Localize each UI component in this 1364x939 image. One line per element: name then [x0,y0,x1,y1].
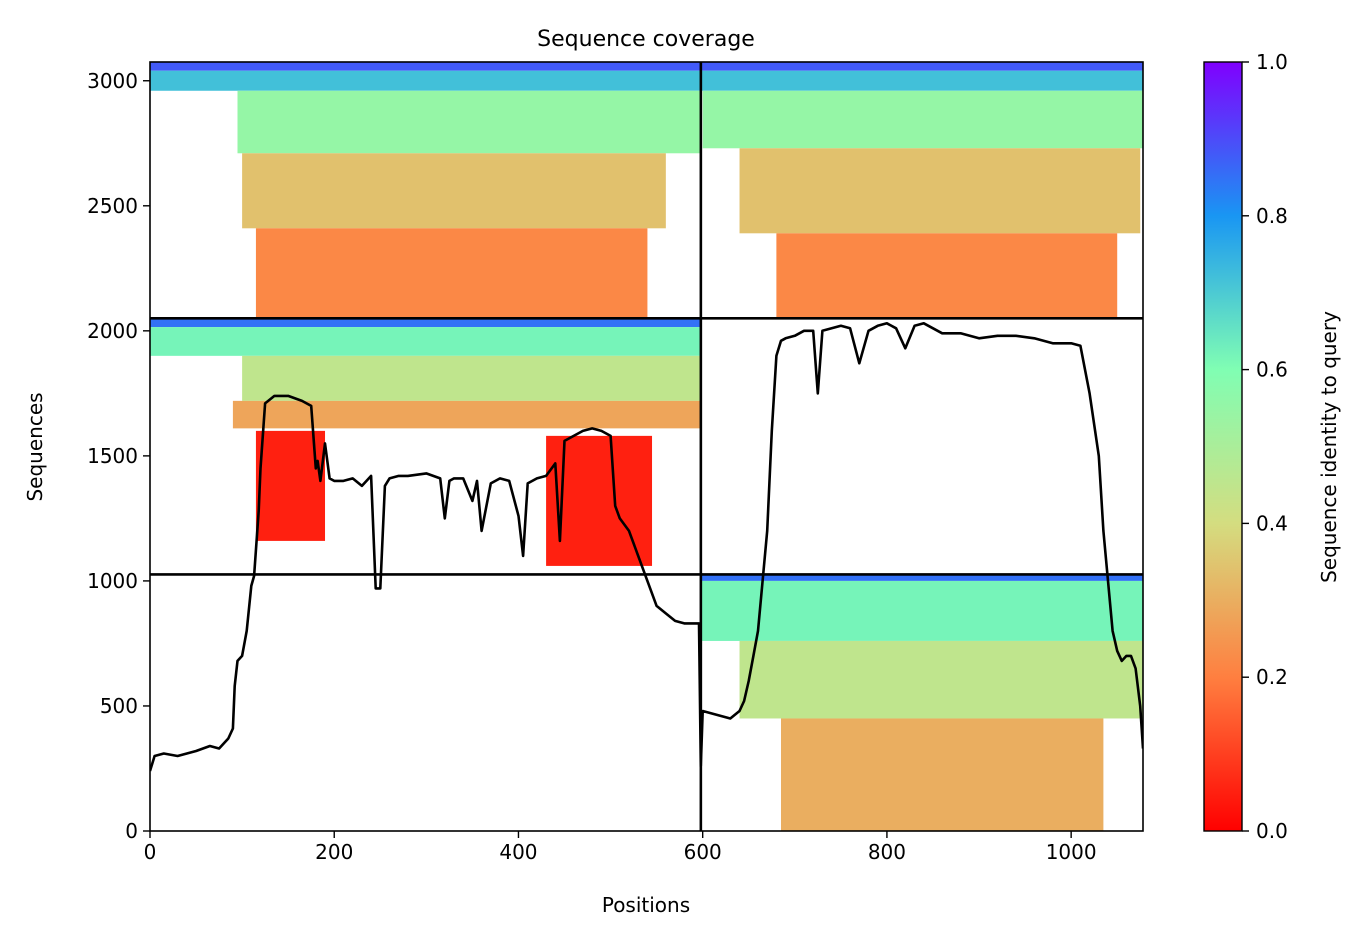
y-axis-label: Sequences [23,392,47,501]
identity-band [150,327,701,356]
coverage-line [150,322,1143,772]
x-tick-label: 400 [499,840,537,864]
colorbar-tick-label: 0.6 [1256,358,1288,382]
x-axis-label: Positions [602,893,690,917]
coverage-block [150,318,701,566]
identity-band [150,70,701,91]
identity-band [700,580,1143,641]
y-axis: 0 500 1000 1500 2000 2500 3000 [87,69,150,843]
coverage-heatmap [150,62,1143,831]
identity-band [242,153,666,229]
colorbar-axis: 0.0 0.2 0.4 0.6 0.8 1.0 [1242,50,1288,843]
plot-frame [149,61,1144,832]
identity-band [232,400,701,429]
colorbar [1203,61,1243,832]
identity-band [237,90,701,154]
identity-band [700,574,1143,581]
identity-band [150,318,701,328]
x-tick-label: 0 [144,840,157,864]
colorbar-tick-label: 0.0 [1256,819,1288,843]
coverage-block [150,62,701,319]
colorbar-label: Sequence identity to query [1317,311,1341,583]
x-axis: 0 200 400 600 800 1000 [144,831,1097,864]
y-tick-label: 2000 [87,319,138,343]
identity-band [739,640,1143,719]
y-tick-label: 3000 [87,69,138,93]
x-tick-label: 800 [868,840,906,864]
identity-band [700,70,1143,91]
identity-band [700,62,1143,71]
identity-band [242,355,701,401]
y-tick-label: 0 [125,819,138,843]
identity-band [780,718,1104,831]
colorbar-tick-label: 1.0 [1256,50,1288,74]
x-tick-label: 200 [315,840,353,864]
colorbar-tick-label: 0.8 [1256,204,1288,228]
coverage-block [700,574,1143,831]
identity-band [776,233,1118,319]
colorbar-tick-label: 0.2 [1256,665,1288,689]
coverage-block [700,62,1143,319]
identity-band [739,148,1141,234]
y-tick-label: 500 [100,694,138,718]
chart-title: Sequence coverage [537,27,755,52]
y-tick-label: 1000 [87,569,138,593]
identity-band [255,228,648,319]
identity-band [702,90,1143,149]
identity-band [150,62,701,71]
x-tick-label: 1000 [1046,840,1097,864]
x-tick-label: 600 [684,840,722,864]
y-tick-label: 2500 [87,194,138,218]
colorbar-tick-label: 0.4 [1256,511,1288,535]
y-tick-label: 1500 [87,444,138,468]
